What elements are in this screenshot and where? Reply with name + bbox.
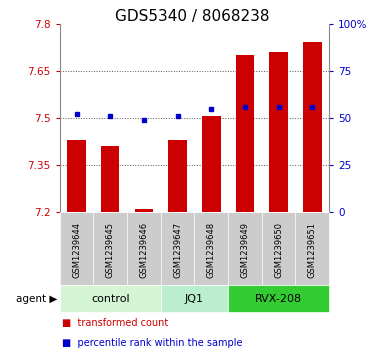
Bar	[202, 117, 221, 212]
Text: ■  percentile rank within the sample: ■ percentile rank within the sample	[62, 338, 242, 348]
Text: JQ1: JQ1	[185, 294, 204, 303]
Bar	[228, 212, 262, 285]
Bar	[135, 209, 153, 212]
Bar	[168, 140, 187, 212]
Text: GSM1239647: GSM1239647	[173, 222, 182, 278]
Bar	[236, 55, 254, 212]
Text: GSM1239645: GSM1239645	[106, 222, 115, 278]
Bar	[262, 212, 296, 285]
Bar	[60, 285, 161, 312]
Bar	[161, 285, 228, 312]
Bar	[101, 146, 119, 212]
Text: GSM1239648: GSM1239648	[207, 222, 216, 278]
Text: control: control	[91, 294, 129, 303]
Bar	[60, 212, 93, 285]
Text: ■  transformed count: ■ transformed count	[62, 318, 168, 328]
Bar	[228, 285, 329, 312]
Bar	[93, 212, 127, 285]
Text: GSM1239644: GSM1239644	[72, 222, 81, 278]
Text: RVX-208: RVX-208	[255, 294, 302, 303]
Bar	[194, 212, 228, 285]
Text: GDS5340 / 8068238: GDS5340 / 8068238	[115, 9, 270, 24]
Bar	[67, 140, 86, 212]
Bar	[127, 212, 161, 285]
Bar	[270, 52, 288, 212]
Bar	[161, 212, 194, 285]
Text: agent ▶: agent ▶	[17, 294, 58, 303]
Bar	[303, 42, 321, 212]
Text: GSM1239650: GSM1239650	[274, 222, 283, 278]
Text: GSM1239651: GSM1239651	[308, 222, 317, 278]
Text: GSM1239646: GSM1239646	[139, 222, 148, 278]
Bar	[296, 212, 329, 285]
Text: GSM1239649: GSM1239649	[241, 222, 249, 278]
